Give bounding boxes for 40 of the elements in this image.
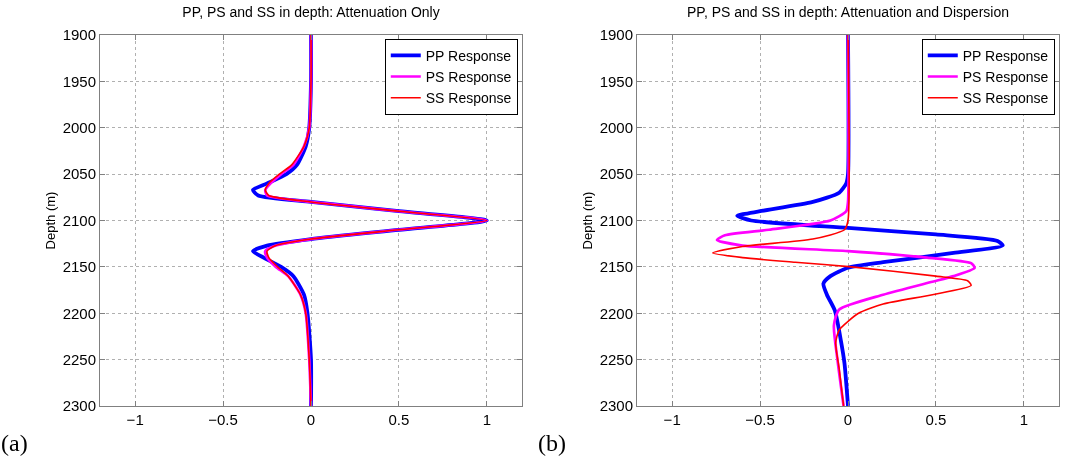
x-tick-label: −0.5 <box>745 411 775 428</box>
y-tick-label: 2000 <box>599 119 633 136</box>
y-tick-label: 2200 <box>62 304 96 322</box>
y-tick-label: 2150 <box>62 258 96 276</box>
x-tick-label: −0.5 <box>208 411 238 428</box>
chart-title: PP, PS and SS in depth: Attenuation and Dispersion <box>687 3 1009 20</box>
legend-label: PS Response <box>425 68 512 85</box>
y-tick-label: 2050 <box>62 165 96 183</box>
legend-label: SS Response <box>962 90 1049 107</box>
x-tick-label: 0 <box>843 411 853 428</box>
legend-label: PS Response <box>962 68 1049 85</box>
legend-label: SS Response <box>425 90 512 107</box>
x-tick-label: 0 <box>306 411 316 428</box>
chart-title: PP, PS and SS in depth: Attenuation Only <box>182 3 440 20</box>
y-tick-label: 2050 <box>599 165 633 183</box>
y-tick-label: 2100 <box>62 211 96 229</box>
x-tick-label: 0.5 <box>925 411 947 428</box>
x-tick-label: 1 <box>482 411 491 428</box>
y-tick-label: 2300 <box>62 397 96 415</box>
y-axis-title: Depth (m) <box>42 191 58 250</box>
legend-label: PP Response <box>962 47 1049 64</box>
y-tick-label: 2250 <box>62 350 96 368</box>
x-tick-label: −1 <box>663 411 681 428</box>
x-tick-label: −1 <box>126 411 144 428</box>
y-tick-label: 2200 <box>599 304 633 322</box>
y-tick-label: 2000 <box>62 119 96 136</box>
y-tick-label: 1950 <box>599 72 633 90</box>
x-tick-label: 0.5 <box>388 411 410 428</box>
y-tick-label: 2150 <box>599 258 633 276</box>
text: (b) <box>538 430 566 456</box>
y-axis-title: Depth (m) <box>579 191 595 250</box>
y-tick-label: 2100 <box>599 211 633 229</box>
x-tick-label: 1 <box>1019 411 1028 428</box>
y-tick-label: 1950 <box>62 72 96 90</box>
y-tick-label: 1900 <box>599 26 633 44</box>
y-tick-label: 2300 <box>599 397 633 415</box>
legend-label: PP Response <box>425 47 512 64</box>
y-tick-label: 2250 <box>599 350 633 368</box>
y-tick-label: 1900 <box>62 26 96 44</box>
text: (a) <box>1 430 28 456</box>
